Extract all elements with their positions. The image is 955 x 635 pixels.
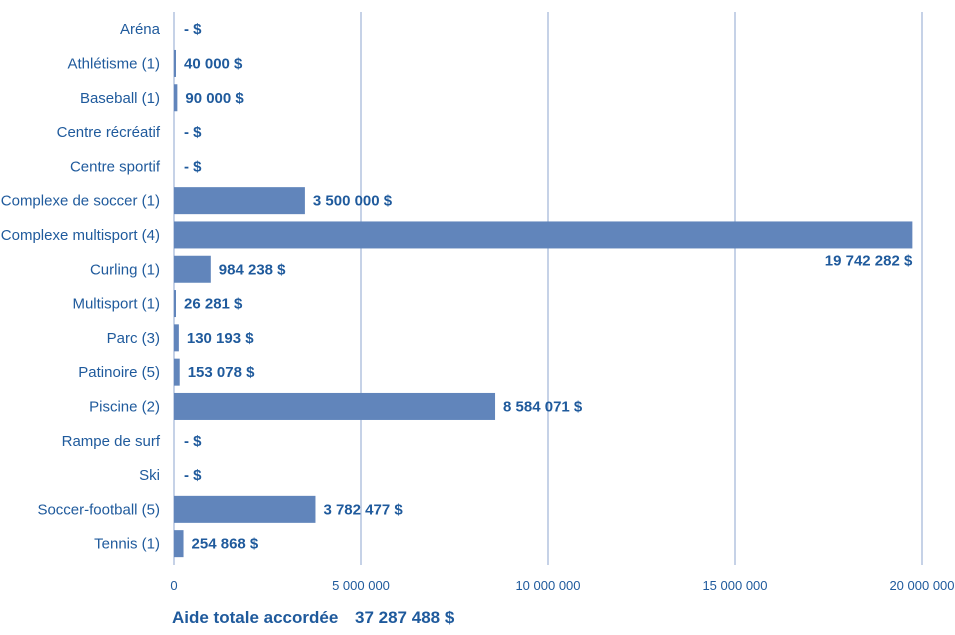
x-tick-label: 0 <box>170 578 177 593</box>
value-label: 19 742 282 $ <box>825 252 913 269</box>
bar <box>174 392 496 420</box>
bar <box>174 358 180 386</box>
value-label: 26 281 $ <box>184 296 243 313</box>
bar <box>174 324 179 352</box>
bar <box>174 187 305 215</box>
category-label: Tennis (1) <box>94 536 160 553</box>
total-aid-value: 37 287 488 $ <box>355 608 455 627</box>
category-label: Aréna <box>120 21 161 38</box>
total-aid-label: Aide totale accordée <box>172 608 339 627</box>
bar <box>174 221 913 249</box>
category-label: Complexe multisport (4) <box>1 227 160 244</box>
bar <box>174 84 178 112</box>
x-tick-label: 20 000 000 <box>889 578 954 593</box>
category-label: Centre sportif <box>70 158 161 175</box>
value-label: - $ <box>184 21 202 38</box>
value-label: 3 500 000 $ <box>313 193 393 210</box>
bar <box>174 495 316 523</box>
value-label: 984 238 $ <box>219 261 286 278</box>
value-label: 8 584 071 $ <box>503 398 583 415</box>
value-label: - $ <box>184 124 202 141</box>
x-tick-label: 15 000 000 <box>702 578 767 593</box>
category-label: Patinoire (5) <box>78 364 160 381</box>
total-aid: Aide totale accordée 37 287 488 $ <box>172 608 454 628</box>
bar <box>174 255 211 283</box>
bar <box>174 530 184 558</box>
category-label: Baseball (1) <box>80 90 160 107</box>
value-label: 3 782 477 $ <box>323 501 403 518</box>
category-label: Parc (3) <box>107 330 160 347</box>
value-label: 130 193 $ <box>187 330 254 347</box>
value-label: 254 868 $ <box>192 536 259 553</box>
category-label: Ski <box>139 467 160 484</box>
bar <box>174 49 176 77</box>
value-label: 153 078 $ <box>188 364 255 381</box>
value-label: 90 000 $ <box>185 90 244 107</box>
x-tick-label: 5 000 000 <box>332 578 390 593</box>
category-label: Complexe de soccer (1) <box>1 193 160 210</box>
value-label: - $ <box>184 433 202 450</box>
bar <box>174 290 176 318</box>
x-tick-label: 10 000 000 <box>515 578 580 593</box>
category-label: Piscine (2) <box>89 398 160 415</box>
category-label: Soccer-football (5) <box>37 501 160 518</box>
value-label: 40 000 $ <box>184 55 243 72</box>
category-label: Curling (1) <box>90 261 160 278</box>
category-label: Centre récréatif <box>57 124 161 141</box>
value-label: - $ <box>184 467 202 484</box>
category-label: Rampe de surf <box>62 433 161 450</box>
category-label: Athlétisme (1) <box>67 55 160 72</box>
category-label: Multisport (1) <box>72 296 160 313</box>
value-label: - $ <box>184 158 202 175</box>
bar-chart: 0 5 000 000 10 000 000 15 000 000 20 000 000… <box>1 12 955 593</box>
